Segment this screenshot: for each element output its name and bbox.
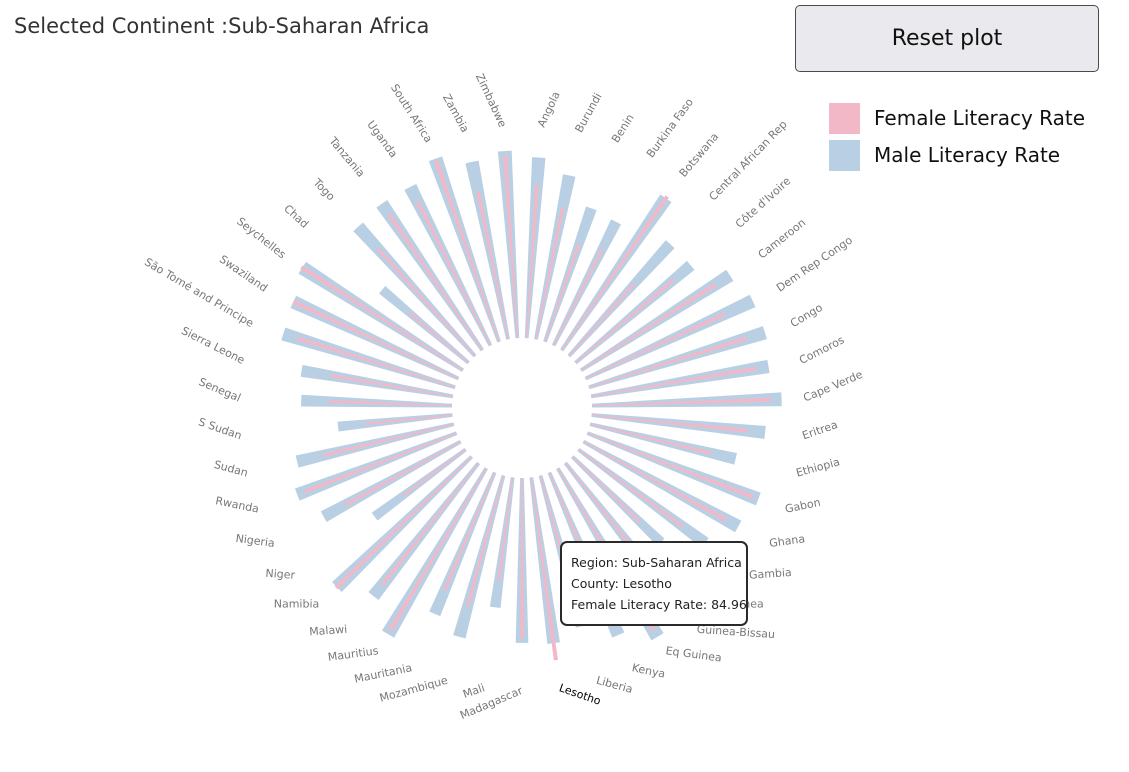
female-bar-zambia[interactable] xyxy=(476,191,509,340)
female-bar-lesotho[interactable] xyxy=(530,477,558,661)
country-label-rwanda: Rwanda xyxy=(214,494,260,516)
country-label-kenya: Kenya xyxy=(631,661,667,680)
country-label-mali: Mali xyxy=(461,681,486,701)
female-bar-cote-d-ivoire[interactable] xyxy=(575,278,675,364)
female-bar-zimbabwe[interactable] xyxy=(503,155,518,339)
male-bar-mali[interactable] xyxy=(489,477,515,609)
country-label-mauritania: Mauritania xyxy=(353,661,413,685)
female-bar-mozambique[interactable] xyxy=(466,475,505,607)
country-label-gabon: Gabon xyxy=(784,496,822,516)
country-label-guinea-bissau: Guinea-Bissau xyxy=(696,623,775,641)
country-label-chad: Chad xyxy=(281,202,311,231)
female-bar-botswana[interactable] xyxy=(561,195,669,351)
country-label-south-africa: South Africa xyxy=(388,82,435,145)
female-bar-rwanda[interactable] xyxy=(304,432,457,494)
female-bar-congo[interactable] xyxy=(588,336,747,388)
female-bar-chad[interactable] xyxy=(408,311,469,364)
female-bar-comoros[interactable] xyxy=(590,366,757,397)
female-bar-dem-rep-congo[interactable] xyxy=(585,312,726,380)
country-label-ethiopia: Ethiopia xyxy=(795,455,842,479)
country-label-ghana: Ghana xyxy=(768,532,805,550)
female-bar-sao-tome-and-principe[interactable] xyxy=(297,336,456,388)
country-label-liberia: Liberia xyxy=(595,674,634,696)
country-label-uganda: Uganda xyxy=(364,118,400,160)
female-bar-nigeria[interactable] xyxy=(344,441,461,507)
female-bar-togo[interactable] xyxy=(377,247,476,357)
country-label-tanzania: Tanzania xyxy=(326,134,368,180)
female-bars-group xyxy=(292,155,771,661)
country-label-zimbabwe: Zimbabwe xyxy=(473,71,509,129)
female-bar-mauritania[interactable] xyxy=(443,472,496,591)
female-bar-s-sudan[interactable] xyxy=(365,414,453,426)
legend-label-female: Female Literacy Rate xyxy=(874,106,1086,130)
reset-plot-button[interactable]: Reset plot xyxy=(795,5,1099,72)
country-label-botswana: Botswana xyxy=(677,130,722,179)
country-label-namibia: Namibia xyxy=(274,598,320,611)
female-bar-gabon[interactable] xyxy=(587,432,754,499)
legend-swatch-female xyxy=(829,102,860,134)
country-label-nigeria: Nigeria xyxy=(235,532,276,550)
female-bar-swaziland[interactable] xyxy=(292,299,459,380)
country-label-gambia: Gambia xyxy=(749,566,793,582)
female-bar-namibia[interactable] xyxy=(334,456,473,590)
country-label-malawi: Malawi xyxy=(309,623,348,639)
female-bar-central-african-rep[interactable] xyxy=(568,282,636,357)
female-bar-cape-verde[interactable] xyxy=(591,397,771,407)
female-bar-guinea[interactable] xyxy=(571,456,641,523)
country-label-cameroon: Cameroon xyxy=(756,216,809,261)
country-label-angola: Angola xyxy=(535,89,563,129)
female-bar-eritrea[interactable] xyxy=(591,414,748,433)
female-bar-seychelles[interactable] xyxy=(300,265,464,371)
tooltip-value: Female Literacy Rate: 84.96 xyxy=(571,597,747,612)
female-bar-sierra-leone[interactable] xyxy=(331,374,454,397)
female-bar-burundi[interactable] xyxy=(535,207,565,340)
female-bar-angola[interactable] xyxy=(526,184,539,339)
country-label-swaziland: Swaziland xyxy=(217,253,270,295)
female-bar-niger[interactable] xyxy=(402,449,466,497)
page-title: Selected Continent :Sub-Saharan Africa xyxy=(14,14,430,38)
country-label-burundi: Burundi xyxy=(572,91,604,135)
female-bar-guinea-bissau[interactable] xyxy=(564,462,648,567)
female-bar-south-africa[interactable] xyxy=(434,159,500,343)
female-bar-madagascar[interactable] xyxy=(520,477,524,638)
country-label-eq-guinea: Eq Guinea xyxy=(665,644,723,664)
female-bar-mauritius[interactable] xyxy=(388,467,487,632)
country-label-burkina-faso: Burkina Faso xyxy=(644,96,696,160)
tooltip-country: County: Lesotho xyxy=(571,576,672,591)
female-bar-uganda[interactable] xyxy=(416,200,491,346)
country-label-congo: Congo xyxy=(788,301,825,330)
female-bar-senegal[interactable] xyxy=(328,399,453,407)
female-bar-malawi[interactable] xyxy=(381,462,480,586)
female-bar-benin[interactable] xyxy=(544,243,581,343)
country-label-senegal: Senegal xyxy=(197,375,243,404)
legend-swatch-male xyxy=(829,139,860,171)
legend-label-male: Male Literacy Rate xyxy=(874,143,1061,167)
female-bar-gambia[interactable] xyxy=(578,449,684,528)
female-bar-sudan[interactable] xyxy=(323,423,455,457)
country-label-togo: Togo xyxy=(310,175,338,203)
female-bar-burkina-faso[interactable] xyxy=(553,248,604,346)
country-label-cape-verde: Cape Verde xyxy=(801,368,864,405)
legend-item-male[interactable]: Male Literacy Rate xyxy=(829,139,1060,171)
legend-item-female[interactable]: Female Literacy Rate xyxy=(829,102,1085,134)
country-label-comoros: Comoros xyxy=(797,333,846,367)
female-bar-tanzania[interactable] xyxy=(387,213,483,351)
tooltip-region: Region: Sub-Saharan Africa xyxy=(571,555,742,570)
country-label-sudan: Sudan xyxy=(213,458,250,480)
female-bar-ethiopia[interactable] xyxy=(589,423,712,455)
country-label-s-sudan: S Sudan xyxy=(197,415,244,442)
country-label-sierra-leone: Sierra Leone xyxy=(179,324,247,367)
country-label-mauritius: Mauritius xyxy=(327,644,379,664)
country-label-cote-d-ivoire: Côte d'Ivoire xyxy=(733,174,794,230)
country-label-eritrea: Eritrea xyxy=(800,418,839,442)
country-label-benin: Benin xyxy=(609,112,637,145)
country-label-seychelles: Seychelles xyxy=(234,215,288,262)
female-bar-ghana[interactable] xyxy=(583,441,727,522)
female-bar-cameroon[interactable] xyxy=(580,282,717,371)
country-label-zambia: Zambia xyxy=(440,92,471,135)
tooltip: Region: Sub-Saharan Africa County: Lesot… xyxy=(560,541,748,626)
female-bar-mali[interactable] xyxy=(497,477,514,581)
country-label-niger: Niger xyxy=(265,567,296,582)
